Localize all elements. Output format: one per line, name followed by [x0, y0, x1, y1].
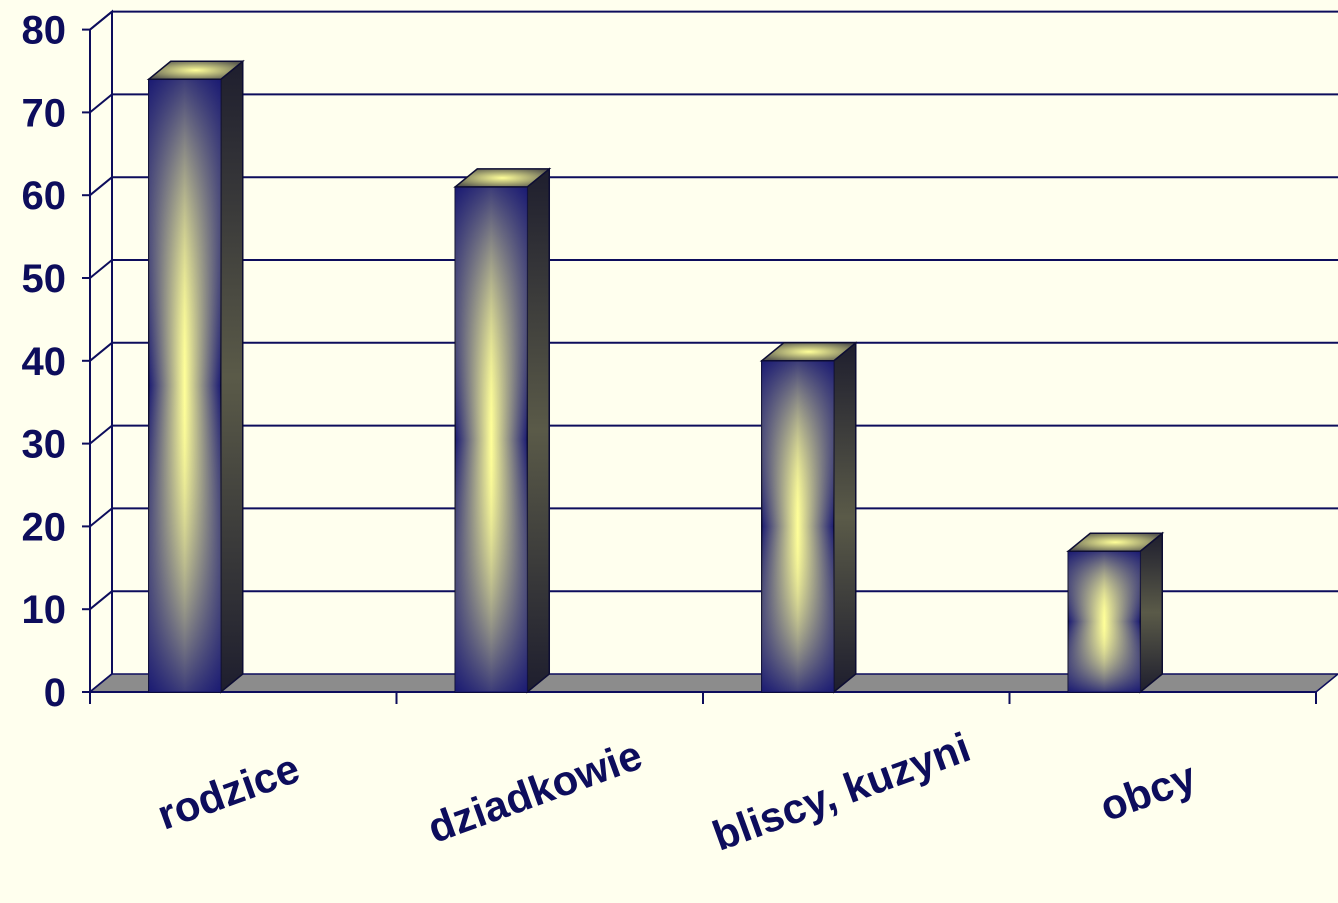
bar-side [526, 167, 551, 694]
y-tick-labels: 0 10 20 30 40 50 60 70 80 [22, 9, 67, 715]
bar [759, 341, 858, 694]
y-tick-label: 30 [22, 423, 67, 467]
bar-side [1139, 531, 1164, 694]
y-tick-label: 60 [22, 174, 67, 218]
y-tick-label: 40 [22, 340, 67, 384]
gridline-side [89, 590, 113, 610]
gridlines [89, 10, 1338, 674]
bar-top [1066, 532, 1165, 552]
x-category-label: rodzice [151, 744, 305, 838]
y-tick-label: 80 [22, 9, 67, 53]
bar-side [220, 59, 244, 694]
gridline-side [89, 93, 113, 114]
bar [146, 59, 245, 694]
x-category-labels: rodzice dziadkowie bliscy, kuzyni obcy [151, 723, 1202, 860]
bar-front-shade [455, 186, 528, 693]
x-category-label: bliscy, kuzyni [706, 723, 976, 860]
y-tick-label: 10 [22, 588, 67, 632]
bar-side [833, 341, 857, 694]
x-category-label: obcy [1094, 752, 1203, 830]
y-tick-label: 70 [22, 91, 67, 135]
x-category-label: dziadkowie [421, 731, 648, 852]
bar [1066, 531, 1165, 694]
y-tick-label: 0 [44, 671, 66, 715]
bar-top [146, 60, 245, 81]
bar-front-shade [148, 79, 221, 692]
y-tick-label: 20 [22, 505, 67, 549]
gridline-side [89, 259, 113, 279]
bar-top [759, 342, 858, 362]
bars [146, 59, 1165, 694]
gridline-side [89, 176, 113, 196]
y-tick-label: 50 [22, 257, 67, 301]
bar-front-shade [761, 360, 834, 692]
bar-top [453, 168, 552, 188]
bar [453, 167, 552, 694]
gridline-side [89, 342, 113, 362]
gridline-side [89, 10, 113, 31]
gridline-side [89, 424, 113, 445]
bar-front-shade [1068, 551, 1141, 692]
gridline-side [89, 507, 113, 528]
